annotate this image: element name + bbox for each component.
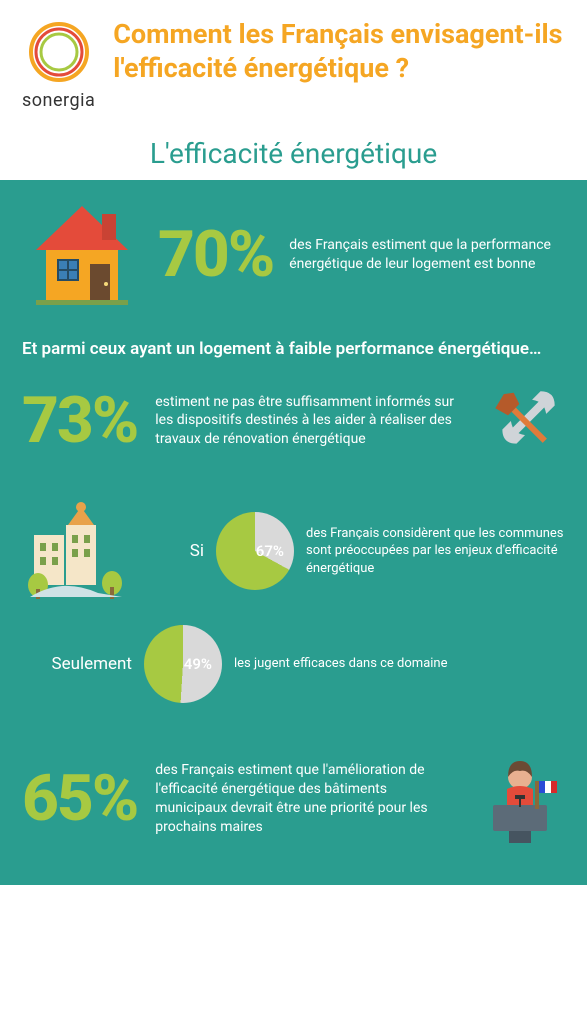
stat3-pct: 65%	[22, 767, 137, 831]
tools-icon	[485, 381, 565, 461]
pie2-text: les jugent efficaces dans ce domaine	[234, 655, 565, 673]
city-icon	[22, 501, 132, 601]
pie2-value: 49%	[184, 655, 212, 673]
header: sonergia Comment les Français envisagent…	[0, 0, 587, 123]
stat2-text: estiment ne pas être suffisamment inform…	[155, 393, 467, 450]
stat2-pct: 73%	[22, 389, 137, 453]
headline: Comment les Français envisagent-ils l'ef…	[113, 18, 565, 86]
pie2-row: Seulement 49% les jugent efficaces dans …	[22, 625, 565, 703]
pie2-prefix: Seulement	[22, 654, 132, 674]
brand-name: sonergia	[22, 90, 95, 111]
pie1-value: 67%	[256, 542, 284, 560]
brand-logo: sonergia	[22, 18, 95, 111]
main-panel: 70% des Français estiment que la perform…	[0, 180, 587, 885]
stat3-row: 65% des Français estiment que l'améliora…	[22, 749, 565, 849]
stat1-text: des Français estiment que la performance…	[289, 236, 565, 274]
stat1-pct: 70%	[158, 223, 273, 287]
logo-ring-icon	[25, 18, 93, 86]
subhead: Et parmi ceux ayant un logement à faible…	[22, 338, 565, 361]
pie1-text: des Français considèrent que les commune…	[306, 525, 565, 578]
section-title: L'efficacité énergétique	[0, 123, 587, 180]
stat3-text: des Français estiment que l'amélioration…	[155, 761, 457, 837]
pie1-chart: 67%	[216, 512, 294, 590]
speaker-icon	[475, 749, 565, 849]
pie1-row: Si 67% des Français considèrent que les …	[22, 501, 565, 601]
stat1-row: 70% des Français estiment que la perform…	[22, 200, 565, 310]
pie1-prefix: Si	[144, 541, 204, 561]
house-icon	[22, 200, 142, 310]
stat2-row: 73% estiment ne pas être suffisamment in…	[22, 381, 565, 461]
pie2-chart: 49%	[144, 625, 222, 703]
